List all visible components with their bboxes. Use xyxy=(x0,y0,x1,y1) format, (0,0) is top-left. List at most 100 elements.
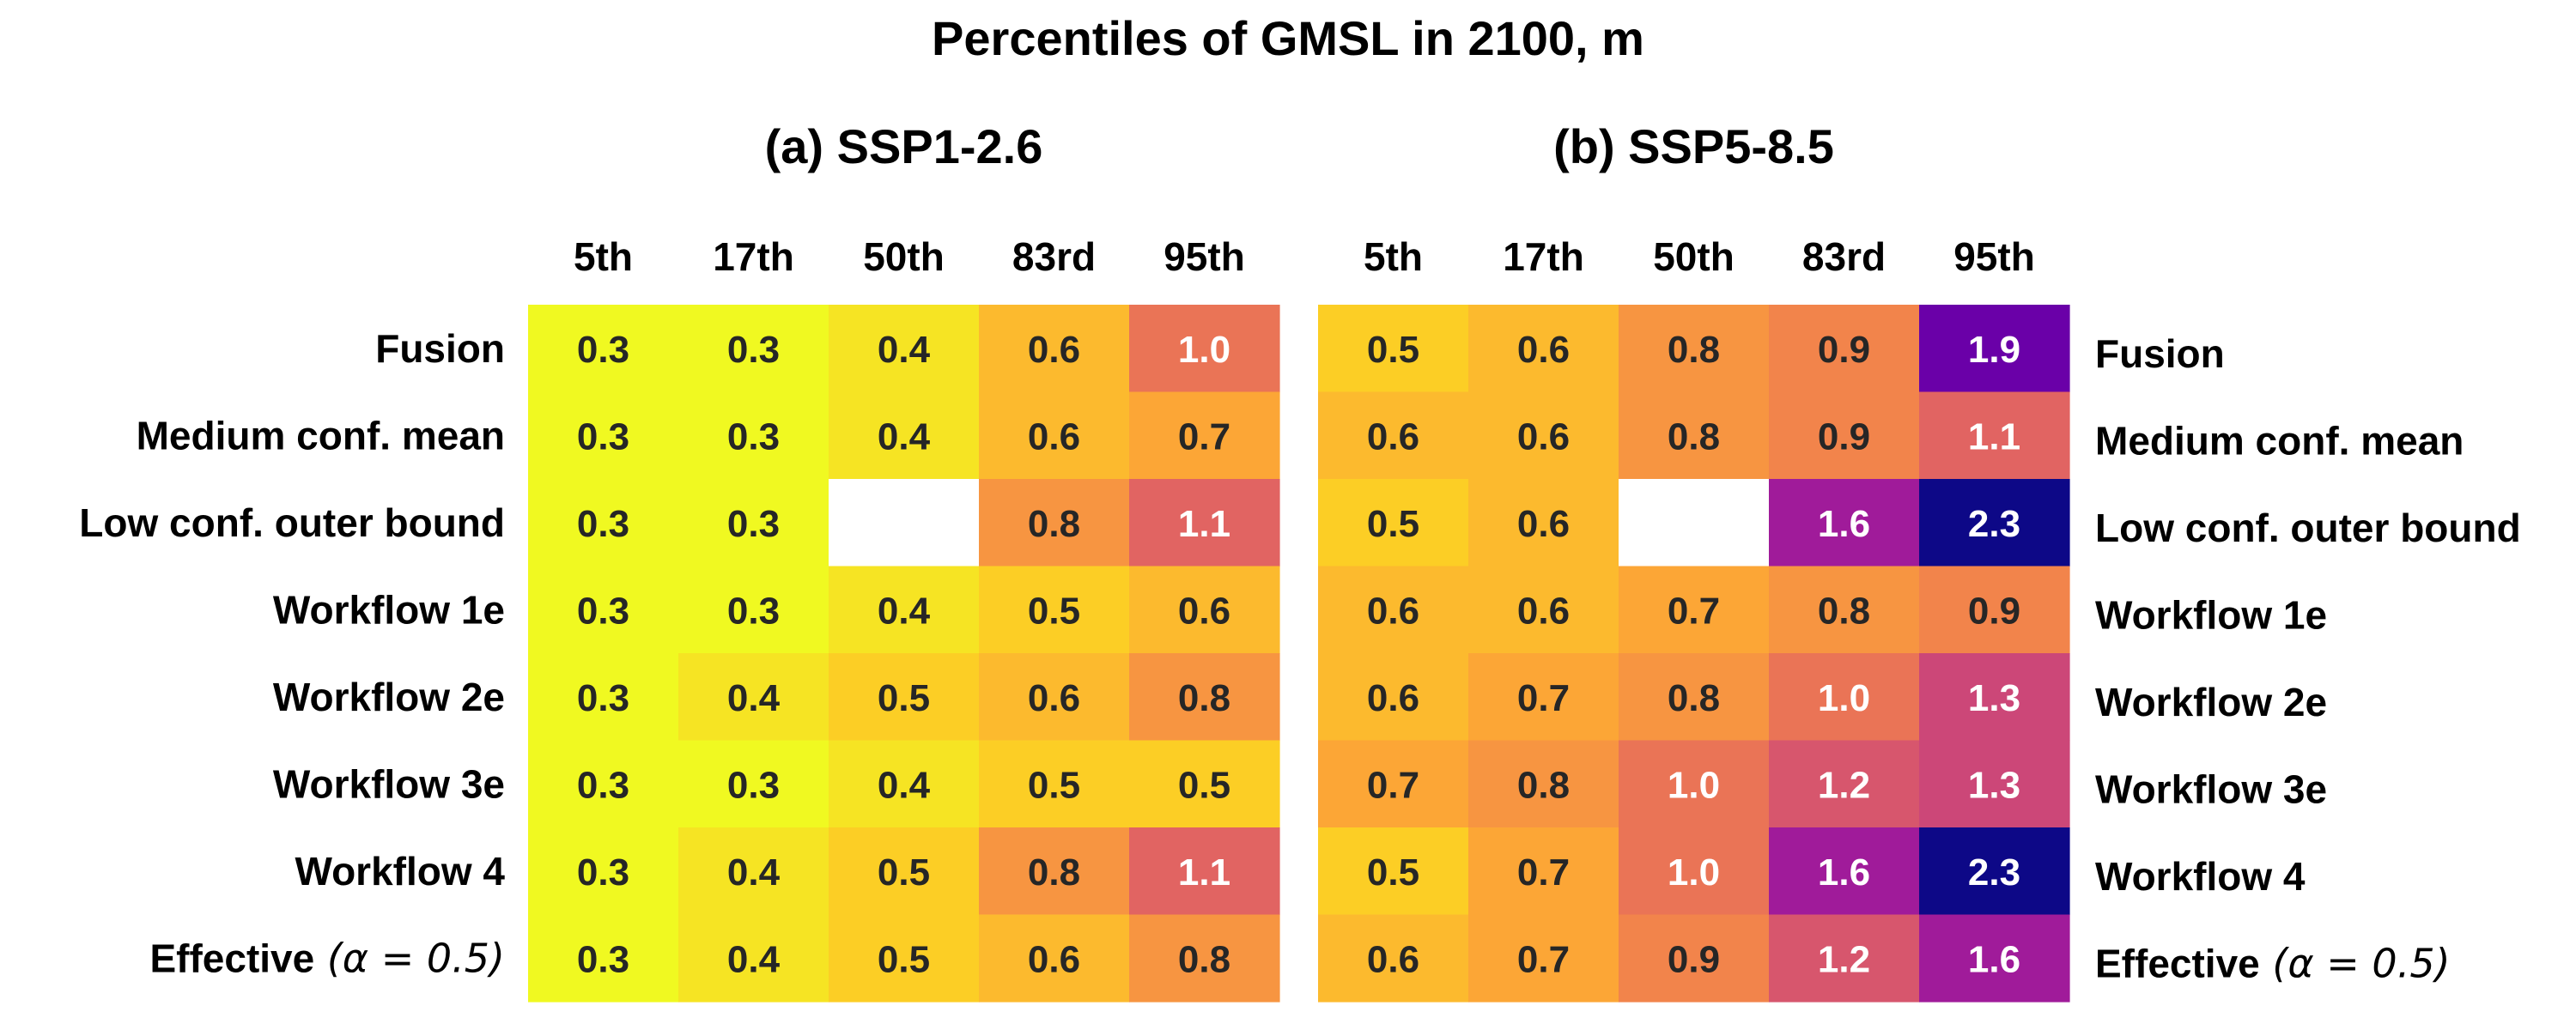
heatmap-cell xyxy=(979,653,1130,742)
heatmap-cell xyxy=(1619,391,1770,480)
column-label: 95th xyxy=(1163,234,1245,279)
heatmap-cell xyxy=(979,740,1130,828)
cell-value-label: 0.3 xyxy=(727,415,780,457)
heatmap-cell xyxy=(829,391,980,480)
heatmap-cell xyxy=(1129,479,1280,567)
heatmap-cell xyxy=(1769,914,1920,1003)
cell-value-label: 1.6 xyxy=(1818,503,1870,545)
heatmap-cell xyxy=(1468,653,1619,742)
heatmap-cell-empty xyxy=(829,479,980,567)
cell-value-label: 0.4 xyxy=(878,590,931,632)
cell-value-label: 1.9 xyxy=(1968,329,2020,371)
heatmap-cell xyxy=(1468,827,1619,916)
cell-value-label: 0.8 xyxy=(1668,329,1720,371)
heatmap-cell xyxy=(528,305,679,393)
heatmap-cell-empty xyxy=(1619,479,1770,567)
cell-value-label: 1.0 xyxy=(1668,851,1720,894)
cell-value-label: 0.5 xyxy=(1178,764,1230,806)
cell-value-label: 1.2 xyxy=(1818,764,1870,806)
cell-value-label: 0.3 xyxy=(577,764,629,806)
heatmap-cell xyxy=(1468,391,1619,480)
heatmap-cell xyxy=(1468,479,1619,567)
heatmap-cell xyxy=(1919,914,2070,1003)
column-label: 83rd xyxy=(1012,234,1096,279)
cell-value-label: 0.3 xyxy=(577,415,629,457)
cell-value-label: 0.6 xyxy=(1028,415,1080,457)
row-label-right: Workflow 4 xyxy=(2095,854,2306,899)
heatmap-cell xyxy=(1769,391,1920,480)
heatmap-cell xyxy=(979,479,1130,567)
cell-value-label: 0.7 xyxy=(1178,415,1230,457)
heatmap-cell xyxy=(1769,305,1920,393)
column-label: 95th xyxy=(1953,234,2035,279)
row-label-left: Workflow 2e xyxy=(273,675,505,719)
cell-value-label: 0.7 xyxy=(1517,677,1570,719)
cell-value-label: 0.4 xyxy=(878,415,931,457)
column-label: 5th xyxy=(1364,234,1423,279)
heatmap-cell xyxy=(1129,653,1280,742)
heatmap-cell xyxy=(1318,479,1469,567)
heatmap-cell xyxy=(979,391,1130,480)
heatmap-cell xyxy=(1318,740,1469,828)
heatmap-cell xyxy=(1919,740,2070,828)
heatmap-cell xyxy=(1129,305,1280,393)
row-label-right: Medium conf. mean xyxy=(2095,418,2464,463)
heatmap-cell xyxy=(829,827,980,916)
heatmap-cell xyxy=(1919,479,2070,567)
heatmap-cell xyxy=(979,827,1130,916)
cell-value-label: 0.4 xyxy=(727,938,781,980)
cell-value-label: 2.3 xyxy=(1968,503,2020,545)
cell-value-label: 0.7 xyxy=(1517,851,1570,894)
cell-value-label: 0.9 xyxy=(1968,590,2020,632)
column-label: 17th xyxy=(713,234,794,279)
cell-value-label: 0.7 xyxy=(1668,590,1720,632)
row-label-left: Medium conf. mean xyxy=(137,413,505,457)
panel-title-a: (a) SSP1-2.6 xyxy=(765,119,1043,173)
cell-value-label: 0.3 xyxy=(577,329,629,371)
heatmap-cell xyxy=(1619,653,1770,742)
cell-value-label: 0.3 xyxy=(727,503,780,545)
heatmap-cell xyxy=(678,566,829,654)
cell-value-label: 0.4 xyxy=(878,764,931,806)
heatmap-cell xyxy=(1919,566,2070,654)
heatmap-cell xyxy=(1769,827,1920,916)
cell-value-label: 0.5 xyxy=(878,938,930,980)
cell-value-label: 0.5 xyxy=(878,677,930,719)
row-label-right: Fusion xyxy=(2095,331,2225,376)
heatmap-cell xyxy=(979,305,1130,393)
cell-value-label: 1.1 xyxy=(1178,851,1230,894)
column-label: 50th xyxy=(863,234,945,279)
heatmap-cell xyxy=(528,391,679,480)
heatmap-cell xyxy=(1769,566,1920,654)
cell-value-label: 0.7 xyxy=(1517,938,1570,980)
row-label-left: Workflow 4 xyxy=(295,849,505,894)
heatmap-cell xyxy=(1619,827,1770,916)
cell-value-label: 0.4 xyxy=(727,677,781,719)
panel-title-b: (b) SSP5-8.5 xyxy=(1553,119,1834,173)
heatmap-cell xyxy=(979,566,1130,654)
heatmap-cell xyxy=(829,653,980,742)
heatmap-cell xyxy=(1129,566,1280,654)
cell-value-label: 0.6 xyxy=(1028,938,1080,980)
heatmap-cell xyxy=(1318,391,1469,480)
row-label-right: Workflow 3e xyxy=(2095,766,2327,811)
heatmap-cell xyxy=(1769,479,1920,567)
cell-value-label: 1.6 xyxy=(1968,938,2020,980)
cell-value-label: 0.8 xyxy=(1178,938,1230,980)
column-label: 83rd xyxy=(1802,234,1886,279)
cell-value-label: 0.5 xyxy=(1367,503,1419,545)
cell-value-label: 0.3 xyxy=(727,764,780,806)
heatmap-cell xyxy=(829,914,980,1003)
row-label-right: Effective (α = 0.5) xyxy=(2095,940,2451,986)
heatmap-cell xyxy=(979,914,1130,1003)
cell-value-label: 0.8 xyxy=(1668,415,1720,457)
chart-title: Percentiles of GMSL in 2100, m xyxy=(932,11,1644,65)
heatmap-cell xyxy=(1619,305,1770,393)
row-label-left: Workflow 1e xyxy=(273,587,505,632)
cell-value-label: 0.5 xyxy=(1367,329,1419,371)
cell-value-label: 1.6 xyxy=(1818,851,1870,894)
heatmap-cell xyxy=(1318,566,1469,654)
cell-value-label: 0.3 xyxy=(577,677,629,719)
heatmap-cell xyxy=(1468,566,1619,654)
